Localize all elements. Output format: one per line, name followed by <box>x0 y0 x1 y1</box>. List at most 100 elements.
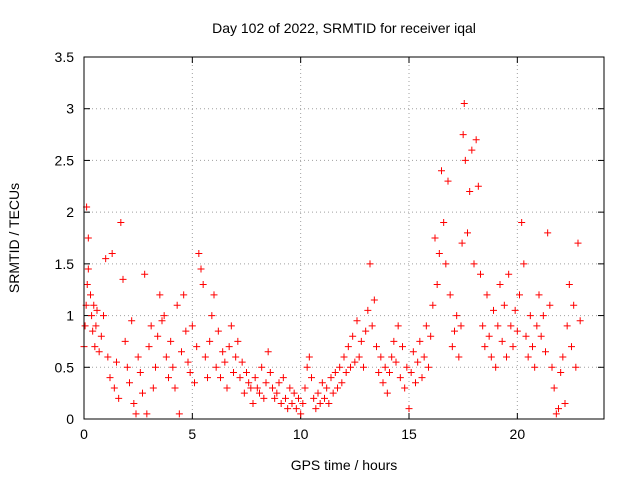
data-point <box>238 358 246 366</box>
data-point <box>535 291 543 299</box>
data-point <box>481 343 489 351</box>
data-point <box>173 301 181 309</box>
data-point <box>178 348 185 356</box>
data-point <box>262 379 270 387</box>
data-point <box>232 353 240 361</box>
data-point <box>89 327 97 335</box>
data-point <box>498 337 506 345</box>
data-point <box>555 405 562 413</box>
data-point <box>529 343 536 351</box>
data-point <box>225 343 233 351</box>
data-point <box>518 218 526 226</box>
data-point <box>93 306 101 314</box>
data-point <box>329 389 337 397</box>
data-point <box>108 250 116 258</box>
data-point <box>464 229 471 237</box>
data-point <box>314 389 322 397</box>
data-point <box>572 363 580 371</box>
data-point <box>100 312 107 320</box>
data-point <box>327 374 335 382</box>
data-point <box>364 306 372 314</box>
data-point <box>474 182 482 190</box>
data-point <box>123 363 131 371</box>
y-tick-label: 3.5 <box>55 49 75 65</box>
data-point <box>230 368 237 376</box>
data-point <box>154 332 162 340</box>
data-point <box>115 394 123 402</box>
data-point <box>149 384 157 392</box>
plot-border <box>83 56 605 420</box>
data-point <box>429 301 437 309</box>
data-point <box>412 379 419 387</box>
data-point <box>507 322 515 330</box>
data-point <box>373 343 380 351</box>
data-point <box>292 405 300 413</box>
data-point <box>366 260 374 268</box>
data-points <box>80 100 584 418</box>
data-point <box>193 343 201 351</box>
data-point <box>552 410 560 418</box>
data-point <box>186 368 194 376</box>
data-point <box>457 322 465 330</box>
data-point <box>565 281 573 289</box>
data-point <box>381 363 389 371</box>
data-point <box>234 337 242 345</box>
data-point <box>557 368 565 376</box>
data-point <box>290 389 298 397</box>
data-point <box>347 363 354 371</box>
data-point <box>266 368 274 376</box>
data-point <box>236 374 244 382</box>
data-point <box>251 374 259 382</box>
data-point <box>110 384 118 392</box>
data-point <box>355 353 363 361</box>
data-point <box>522 332 530 340</box>
data-point <box>279 374 287 382</box>
data-point <box>503 353 510 361</box>
data-point <box>87 291 94 299</box>
data-point <box>169 363 177 371</box>
data-point <box>520 260 528 268</box>
data-point <box>147 322 155 330</box>
data-point <box>357 337 365 345</box>
data-point <box>91 343 99 351</box>
data-point <box>223 384 231 392</box>
data-point <box>524 353 532 361</box>
data-point <box>360 363 367 371</box>
data-point <box>444 177 452 185</box>
data-point <box>299 399 307 407</box>
data-point <box>258 363 266 371</box>
data-point <box>420 353 428 361</box>
data-point <box>171 384 179 392</box>
data-point <box>459 131 467 139</box>
data-point <box>167 337 175 345</box>
data-point <box>375 368 383 376</box>
data-point <box>433 281 441 289</box>
y-tick-label: 0 <box>66 411 74 427</box>
data-point <box>548 363 556 371</box>
data-point <box>312 405 320 413</box>
data-point <box>407 368 415 376</box>
data-point <box>340 353 348 361</box>
y-tick-label: 0.5 <box>55 359 75 375</box>
data-point <box>195 250 203 258</box>
data-point <box>396 374 404 382</box>
data-point <box>574 239 582 247</box>
data-point <box>175 410 183 418</box>
data-point <box>539 312 547 320</box>
data-point <box>282 394 289 402</box>
data-point <box>477 270 484 278</box>
data-point <box>152 363 159 371</box>
data-point <box>427 332 435 340</box>
x-tick-label: 15 <box>401 426 417 442</box>
data-point <box>184 358 192 366</box>
data-point <box>316 399 324 407</box>
data-point <box>492 363 500 371</box>
data-point <box>132 410 140 418</box>
data-point <box>245 379 253 387</box>
data-point <box>92 322 100 330</box>
data-point <box>416 337 424 345</box>
y-tick-label: 1 <box>66 308 74 324</box>
data-point <box>505 270 513 278</box>
data-point <box>542 348 549 356</box>
